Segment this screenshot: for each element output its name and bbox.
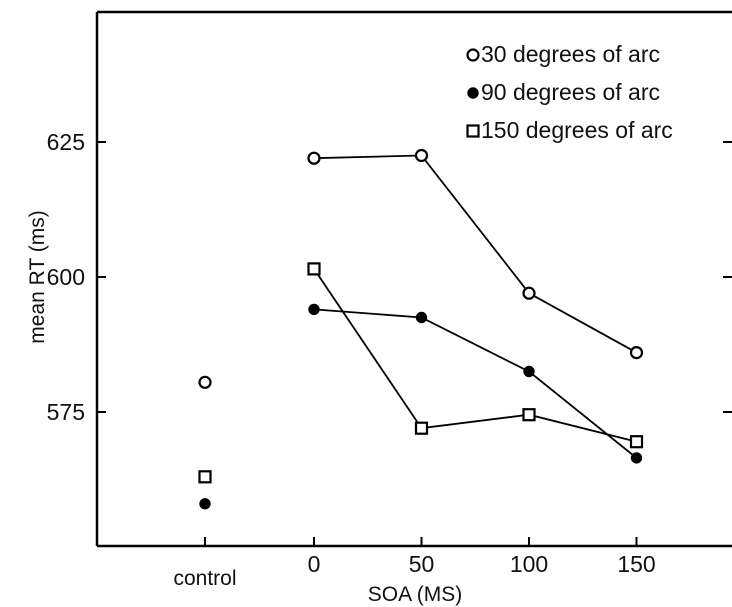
legend-marker <box>467 87 479 99</box>
x-tick-label: 100 <box>510 551 548 577</box>
x-tick-label: 0 <box>308 551 321 577</box>
legend-label: 30 degrees of arc <box>481 41 660 67</box>
y-axis-ticks: 625 600 575 <box>47 129 732 425</box>
legend-marker <box>466 124 480 138</box>
legend-label: 90 degrees of arc <box>481 79 660 105</box>
series-layer <box>198 148 644 510</box>
x-axis-ticks: control 0 50 100 150 <box>173 537 656 590</box>
series-open-square <box>198 262 644 484</box>
y-tick-label: 575 <box>47 399 85 425</box>
x-tick-label: 150 <box>617 551 655 577</box>
series-filled-circle <box>199 303 643 510</box>
series-open-circle <box>198 148 644 389</box>
series-line <box>313 268 637 443</box>
y-axis-title: mean RT (ms) <box>26 210 49 343</box>
x-axis-title: SOA (MS) <box>368 583 463 606</box>
y-tick-label: 625 <box>47 129 85 155</box>
control-point <box>198 470 212 484</box>
legend-marker <box>466 48 480 62</box>
x-tick-label: control <box>173 567 236 590</box>
data-point <box>307 262 321 276</box>
control-point <box>198 375 212 389</box>
y-tick-label: 600 <box>47 264 85 290</box>
axes <box>95 10 732 548</box>
data-point <box>414 421 429 435</box>
data-point <box>630 452 643 464</box>
data-point <box>629 346 644 360</box>
control-point <box>199 498 211 510</box>
series-line <box>313 154 637 354</box>
data-point <box>523 365 535 378</box>
x-tick-label: 50 <box>409 551 435 577</box>
series-line <box>313 308 638 459</box>
data-point <box>414 148 429 163</box>
data-point <box>629 435 644 449</box>
legend-label: 150 degrees of arc <box>481 117 673 143</box>
data-point <box>522 286 536 300</box>
data-point <box>307 151 321 165</box>
legend: 30 degrees of arc 90 degrees of arc 150 de… <box>466 41 673 143</box>
data-point <box>308 303 320 316</box>
data-point <box>415 311 428 324</box>
data-point <box>522 408 536 422</box>
